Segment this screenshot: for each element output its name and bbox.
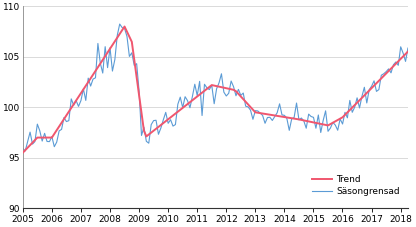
Säsongrensad [57, 130, 62, 132]
Säsongrensad [410, 40, 415, 43]
Trend [335, 119, 340, 121]
Säsongrensad [117, 23, 122, 25]
Trend [333, 120, 338, 123]
Line: Säsongrensad: Säsongrensad [23, 24, 413, 151]
Trend [54, 129, 59, 131]
Trend [151, 129, 156, 132]
Trend [149, 131, 154, 134]
Trend [20, 151, 25, 154]
Säsongrensad [338, 118, 343, 120]
Säsongrensad [154, 119, 158, 122]
Trend [280, 115, 285, 118]
Säsongrensad [282, 114, 287, 117]
Säsongrensad [23, 150, 28, 152]
Legend: Trend, Säsongrensad: Trend, Säsongrensad [308, 172, 404, 200]
Säsongrensad [20, 147, 25, 150]
Trend [410, 45, 415, 48]
Trend [122, 25, 127, 28]
Säsongrensad [335, 129, 340, 132]
Line: Trend: Trend [23, 27, 413, 153]
Säsongrensad [151, 119, 156, 122]
